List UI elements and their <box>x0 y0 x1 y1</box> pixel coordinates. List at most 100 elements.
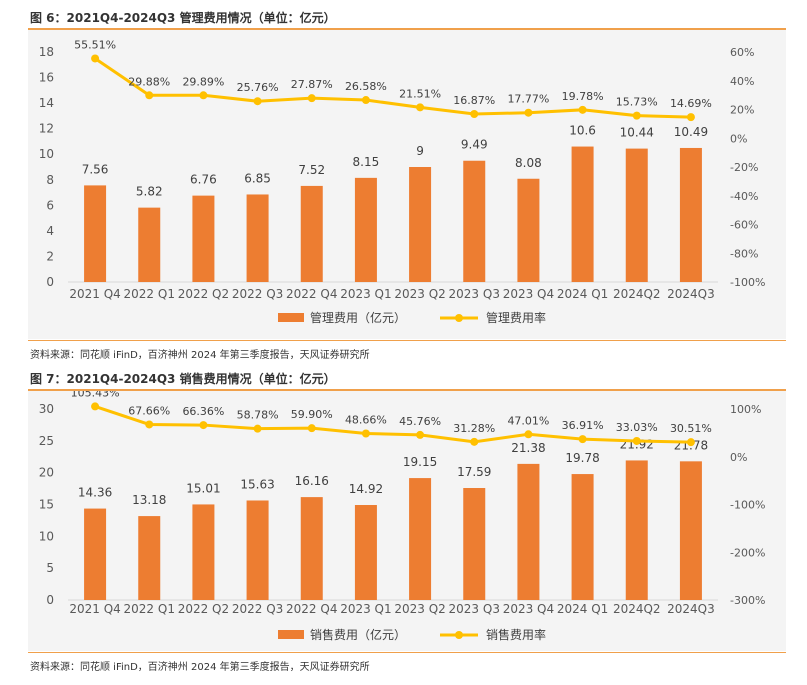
rate-data-label: 25.76% <box>237 81 279 94</box>
x-axis-category-label: 2021 Q4 <box>69 287 120 301</box>
rate-point <box>361 96 370 105</box>
rate-point <box>470 437 479 446</box>
rate-data-label: 27.87% <box>291 78 333 91</box>
x-axis-category-label: 2022 Q2 <box>178 287 229 301</box>
figure-7-top-rule <box>28 389 786 391</box>
bar-data-label: 15.63 <box>240 477 274 491</box>
rate-data-label: 26.58% <box>345 80 387 93</box>
bar-data-label: 9 <box>416 144 424 158</box>
rate-data-label: 29.89% <box>182 75 224 88</box>
bar-bar <box>192 195 215 282</box>
rate-data-label: 45.76% <box>399 415 441 428</box>
bar-bar <box>463 488 486 600</box>
rate-data-label: 14.69% <box>670 97 712 110</box>
rate-point <box>578 105 587 114</box>
y-axis-tick-label: 18 <box>39 45 54 59</box>
x-axis-category-label: 2024 Q1 <box>557 287 608 301</box>
rate-data-label: 55.51% <box>74 38 116 51</box>
rate-point <box>416 430 425 439</box>
rate-data-label: 31.28% <box>453 422 495 435</box>
legend-bar-swatch <box>278 630 304 639</box>
y-axis-tick-label: 6 <box>46 198 54 212</box>
y-axis-tick-label: 10 <box>39 529 54 543</box>
bar-bar <box>192 504 215 600</box>
bar-data-label: 13.18 <box>132 493 166 507</box>
bar-data-label: 19.15 <box>403 455 437 469</box>
figure-6-bottom-rule <box>28 340 786 341</box>
y2-axis-tick-label: 20% <box>730 104 754 117</box>
y2-axis-tick-label: -300% <box>730 594 765 607</box>
y2-axis-tick-label: -60% <box>730 219 758 232</box>
management-expense-chart: 0 2 4 6 8 10 12 14 16 18 -100% -80% -60% -40% -20% 0% 20… <box>39 38 766 325</box>
rate-point <box>307 94 316 103</box>
bar-data-label: 21.38 <box>511 441 545 455</box>
x-axis-category-label: 2023 Q3 <box>449 287 500 301</box>
x-axis-category-label: 2024Q3 <box>667 602 715 616</box>
x-axis-category-label: 2023 Q2 <box>394 602 445 616</box>
bar-bar <box>138 207 161 282</box>
bar-data-label: 10.6 <box>569 124 596 138</box>
y-axis-tick-label: 16 <box>39 71 54 85</box>
bar-data-label: 19.78 <box>565 451 599 465</box>
rate-point <box>416 103 425 112</box>
y2-axis-tick-label: 0% <box>730 132 747 145</box>
rate-data-label: 29.88% <box>128 75 170 88</box>
x-axis-category-label: 2024Q2 <box>613 602 661 616</box>
rate-data-label: 21.51% <box>399 87 441 100</box>
y-axis-tick-label: 14 <box>39 96 54 110</box>
bar-bar <box>571 474 594 600</box>
y2-axis-tick-label: 40% <box>730 75 754 88</box>
bar-data-label: 15.01 <box>186 481 220 495</box>
x-axis-category-label: 2023 Q2 <box>394 287 445 301</box>
y-axis-tick-label: 15 <box>39 498 54 512</box>
bar-bar <box>354 177 377 282</box>
rate-line <box>94 404 691 444</box>
rate-point <box>632 111 641 120</box>
rate-point <box>199 91 208 100</box>
rate-point <box>632 436 641 445</box>
rate-point <box>686 113 695 122</box>
bar-data-label: 7.56 <box>82 162 109 176</box>
y-axis-tick-label: 12 <box>39 122 54 136</box>
y2-axis-tick-label: -40% <box>730 190 758 203</box>
y-axis-tick-label: 20 <box>39 466 54 480</box>
rate-point <box>470 109 479 118</box>
rate-point <box>307 424 316 433</box>
rate-data-label: 16.87% <box>453 94 495 107</box>
rate-point <box>524 108 533 117</box>
y-axis-tick-label: 10 <box>39 147 54 161</box>
bar-bar <box>300 185 323 282</box>
bar-bar <box>246 194 269 282</box>
y2-axis-tick-label: 100% <box>730 403 761 416</box>
x-axis-category-label: 2023 Q1 <box>340 602 391 616</box>
bar-data-label: 8.08 <box>515 156 542 170</box>
x-axis-category-label: 2023 Q3 <box>449 602 500 616</box>
y-axis-tick-label: 30 <box>39 402 54 416</box>
rate-data-label: 59.90% <box>291 408 333 421</box>
figure-6-chart-area: 0 2 4 6 8 10 12 14 16 18 -100% -80% -60% -40% -20% 0% 20… <box>28 30 786 339</box>
bar-bar <box>409 167 432 282</box>
bar-data-label: 5.82 <box>136 185 163 199</box>
bar-data-label: 8.15 <box>353 155 380 169</box>
bar-data-label: 6.76 <box>190 173 217 187</box>
x-axis-category-label: 2022 Q4 <box>286 602 337 616</box>
x-axis-category-label: 2023 Q1 <box>340 287 391 301</box>
rate-data-label: 66.36% <box>182 405 224 418</box>
rate-point <box>686 438 695 447</box>
bar-bar <box>246 500 269 600</box>
y2-axis-tick-label: -200% <box>730 546 765 559</box>
bar-bar <box>138 516 161 600</box>
rate-point <box>145 91 154 100</box>
rate-data-label: 15.73% <box>616 96 658 109</box>
rate-line <box>94 57 691 119</box>
bar-bar <box>625 148 648 282</box>
figure-7-title: 图 7：2021Q4-2024Q3 销售费用情况（单位：亿元） <box>30 372 336 386</box>
bar-bar <box>84 185 107 282</box>
x-axis-category-label: 2024Q3 <box>667 287 715 301</box>
y2-axis-tick-label: -20% <box>730 161 758 174</box>
rate-point <box>253 97 262 106</box>
rate-point <box>199 421 208 430</box>
bar-bar <box>517 178 540 282</box>
y-axis-tick-label: 0 <box>46 275 54 289</box>
rate-data-label: 36.91% <box>562 419 604 432</box>
